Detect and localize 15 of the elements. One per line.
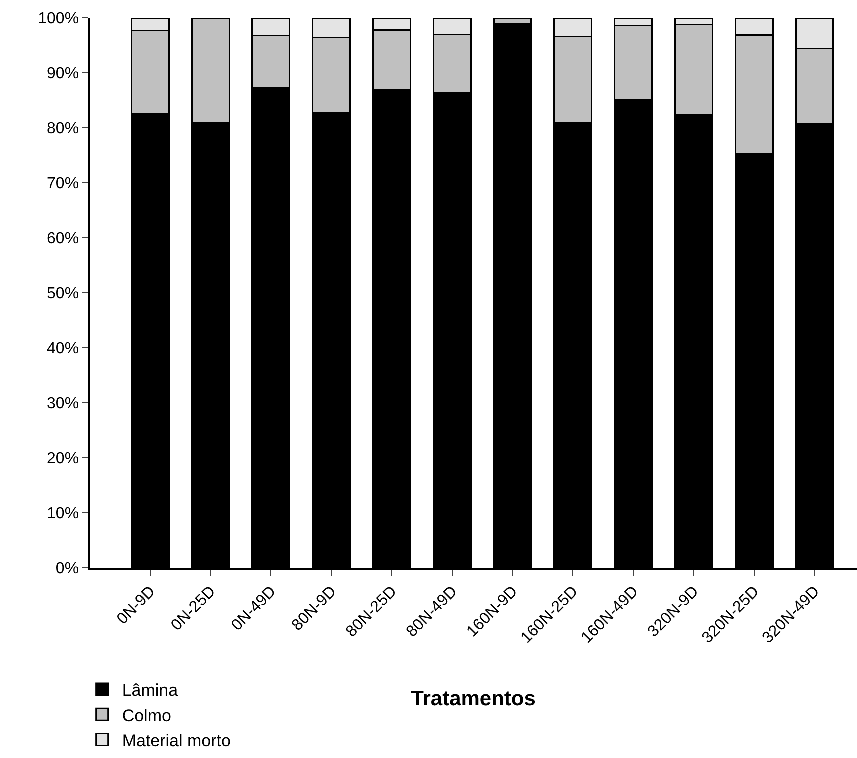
y-tick-label: 70% xyxy=(47,176,80,193)
y-tick-label: 40% xyxy=(47,340,80,358)
x-axis-title: Tratamentos xyxy=(411,688,536,711)
y-tick-label: 50% xyxy=(47,286,80,303)
y-tick-label: 20% xyxy=(47,450,80,468)
y-tick-label: 10% xyxy=(47,506,80,523)
legend-label: Material morto xyxy=(122,731,231,750)
legend-label: Colmo xyxy=(122,706,172,726)
y-tick-label: 30% xyxy=(47,396,80,413)
legend-label: Lâmina xyxy=(122,681,179,700)
y-tick-label: 80% xyxy=(47,120,80,138)
y-tick-label: 0% xyxy=(56,560,80,578)
y-tick-label: 100% xyxy=(38,10,80,28)
y-tick-label: 60% xyxy=(47,230,80,248)
y-tick-label: 90% xyxy=(47,66,80,83)
